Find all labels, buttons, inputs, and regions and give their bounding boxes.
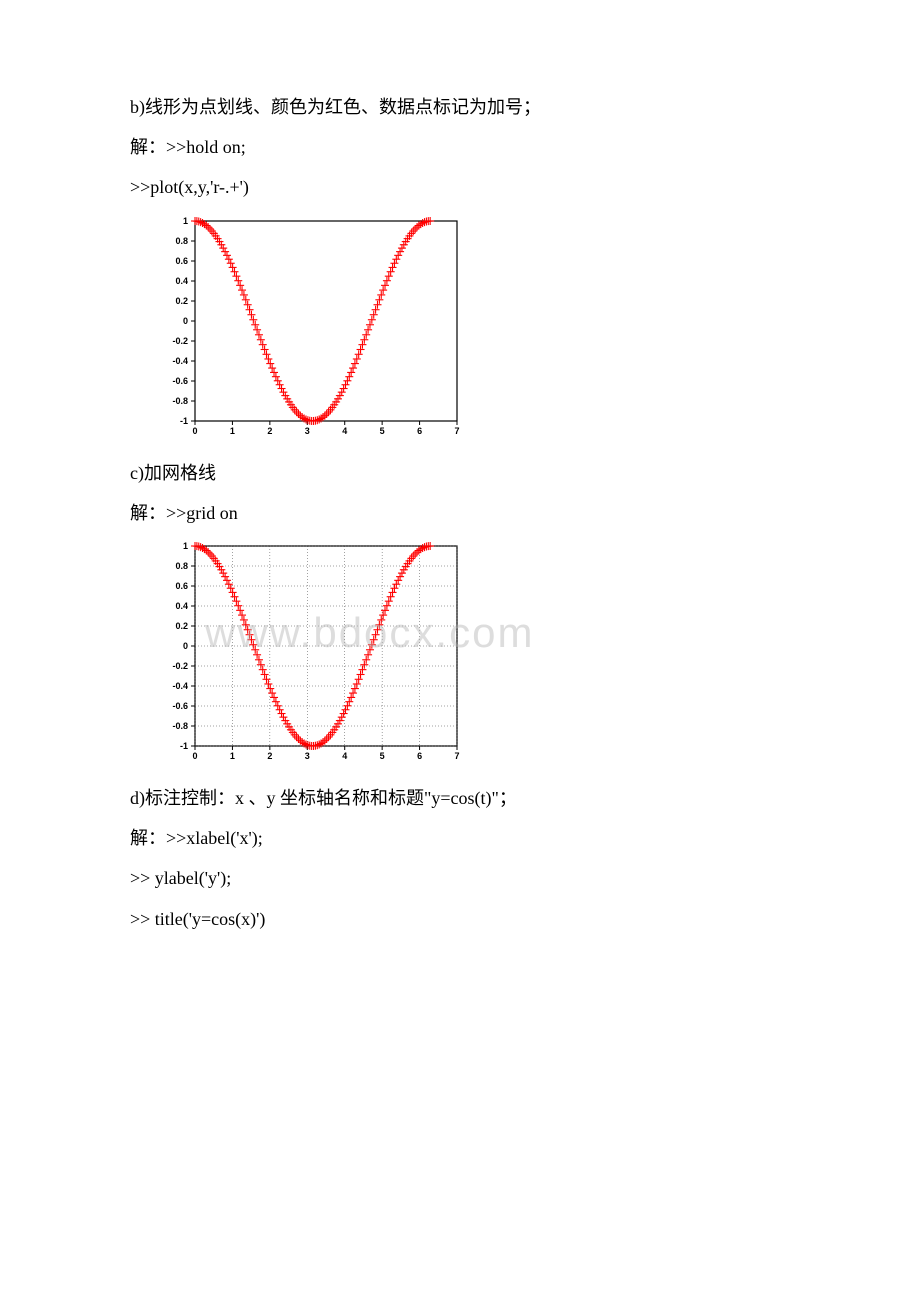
svg-text:-0.2: -0.2 <box>172 336 188 346</box>
svg-text:5: 5 <box>380 751 385 761</box>
svg-text:7: 7 <box>454 426 459 436</box>
svg-text:2: 2 <box>267 426 272 436</box>
svg-text:3: 3 <box>305 426 310 436</box>
svg-text:0: 0 <box>183 316 188 326</box>
svg-text:0.2: 0.2 <box>175 621 188 631</box>
svg-text:-0.6: -0.6 <box>172 701 188 711</box>
svg-text:2: 2 <box>267 751 272 761</box>
svg-text:0: 0 <box>192 751 197 761</box>
svg-text:-0.4: -0.4 <box>172 681 188 691</box>
svg-text:3: 3 <box>305 751 310 761</box>
svg-text:0.4: 0.4 <box>175 276 188 286</box>
svg-text:1: 1 <box>183 216 188 226</box>
section-d-solution-2: >> ylabel('y'); <box>130 861 790 895</box>
svg-text:7: 7 <box>454 751 459 761</box>
section-d-solution-1: 解：>>xlabel('x'); <box>130 821 790 855</box>
section-d-title: d)标注控制：x 、y 坐标轴名称和标题"y=cos(t)"； <box>130 781 790 815</box>
svg-text:0.2: 0.2 <box>175 296 188 306</box>
svg-text:4: 4 <box>342 426 347 436</box>
section-b-title: b)线形为点划线、颜色为红色、数据点标记为加号； <box>130 90 790 124</box>
svg-text:0: 0 <box>192 426 197 436</box>
svg-text:0.8: 0.8 <box>175 561 188 571</box>
svg-text:-1: -1 <box>180 416 188 426</box>
section-b-solution-1: 解：>>hold on; <box>130 130 790 164</box>
section-c-title: c)加网格线 <box>130 456 790 490</box>
svg-text:0: 0 <box>183 641 188 651</box>
section-d-solution-3: >> title('y=cos(x)') <box>130 902 790 936</box>
svg-text:6: 6 <box>417 751 422 761</box>
chart-b: 0 1 2 3 4 5 6 7 -1 -0.8 -0.6 -0.4 -0.2 0 0.2 0.4 0.6 0.8 1 <box>155 213 790 438</box>
svg-text:1: 1 <box>230 426 235 436</box>
svg-text:0.8: 0.8 <box>175 236 188 246</box>
svg-text:6: 6 <box>417 426 422 436</box>
svg-text:-0.2: -0.2 <box>172 661 188 671</box>
svg-text:-1: -1 <box>180 741 188 751</box>
chart-c-svg: 0 1 2 3 4 5 6 7 -1 -0.8 -0.6 -0.4 -0.2 0 0.2 0.4 0.6 0.8 1 <box>155 538 465 763</box>
section-c-solution: 解：>>grid on <box>130 496 790 530</box>
svg-text:4: 4 <box>342 751 347 761</box>
svg-text:5: 5 <box>380 426 385 436</box>
svg-text:1: 1 <box>183 541 188 551</box>
section-b-plot-cmd: >>plot(x,y,'r-.+') <box>130 170 790 204</box>
chart-b-svg: 0 1 2 3 4 5 6 7 -1 -0.8 -0.6 -0.4 -0.2 0 0.2 0.4 0.6 0.8 1 <box>155 213 465 438</box>
svg-text:-0.6: -0.6 <box>172 376 188 386</box>
svg-text:-0.4: -0.4 <box>172 356 188 366</box>
svg-text:1: 1 <box>230 751 235 761</box>
chart-c: www.bdocx.com 01234567-1-0.8-0.6-0.4-0.2… <box>155 538 790 763</box>
svg-text:0.6: 0.6 <box>175 581 188 591</box>
svg-text:0.4: 0.4 <box>175 601 188 611</box>
svg-text:-0.8: -0.8 <box>172 396 188 406</box>
svg-text:0.6: 0.6 <box>175 256 188 266</box>
svg-text:-0.8: -0.8 <box>172 721 188 731</box>
